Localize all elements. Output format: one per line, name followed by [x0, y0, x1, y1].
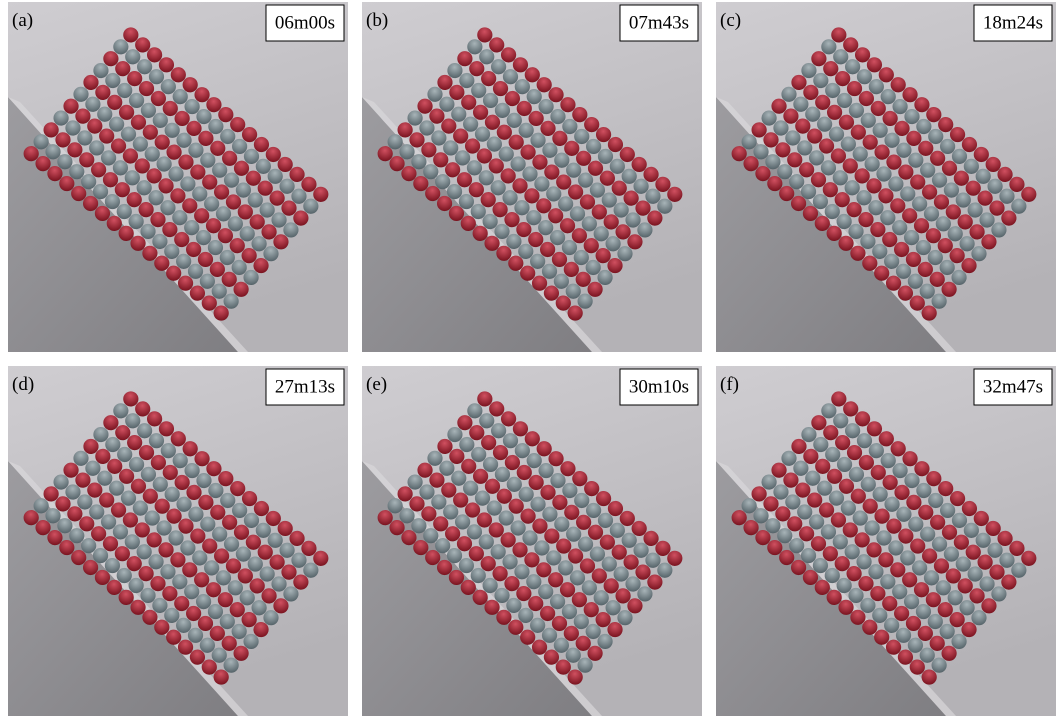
time-stamp: 06m00s — [275, 12, 335, 33]
photo — [8, 2, 348, 352]
time-stamp: 18m24s — [983, 12, 1043, 33]
panel-label: (c) — [720, 10, 741, 31]
panel-label: (d) — [12, 374, 34, 395]
photo — [8, 366, 348, 716]
figure: (a) 06m00s (b) 07m43s (c) 18m24s (d) 27m13s (e) 3… — [0, 0, 1056, 717]
photo-panel: (d) 27m13s — [8, 366, 348, 716]
panel-label: (f) — [720, 374, 739, 395]
time-stamp: 07m43s — [629, 12, 689, 33]
photo — [716, 2, 1056, 352]
photo-panel: (f) 32m47s — [716, 366, 1056, 716]
photo — [716, 366, 1056, 716]
panel-label: (a) — [12, 10, 33, 31]
photo-panel: (e) 30m10s — [362, 366, 702, 716]
time-stamp: 27m13s — [275, 376, 335, 397]
time-stamp: 32m47s — [983, 376, 1043, 397]
time-stamp: 30m10s — [629, 376, 689, 397]
photo-panel: (b) 07m43s — [362, 2, 702, 352]
photo-panel: (c) 18m24s — [716, 2, 1056, 352]
photo-panel: (a) 06m00s — [8, 2, 348, 352]
panel-label: (b) — [366, 10, 388, 31]
panel-label: (e) — [366, 374, 387, 395]
photo — [362, 366, 702, 716]
photo — [362, 2, 702, 352]
